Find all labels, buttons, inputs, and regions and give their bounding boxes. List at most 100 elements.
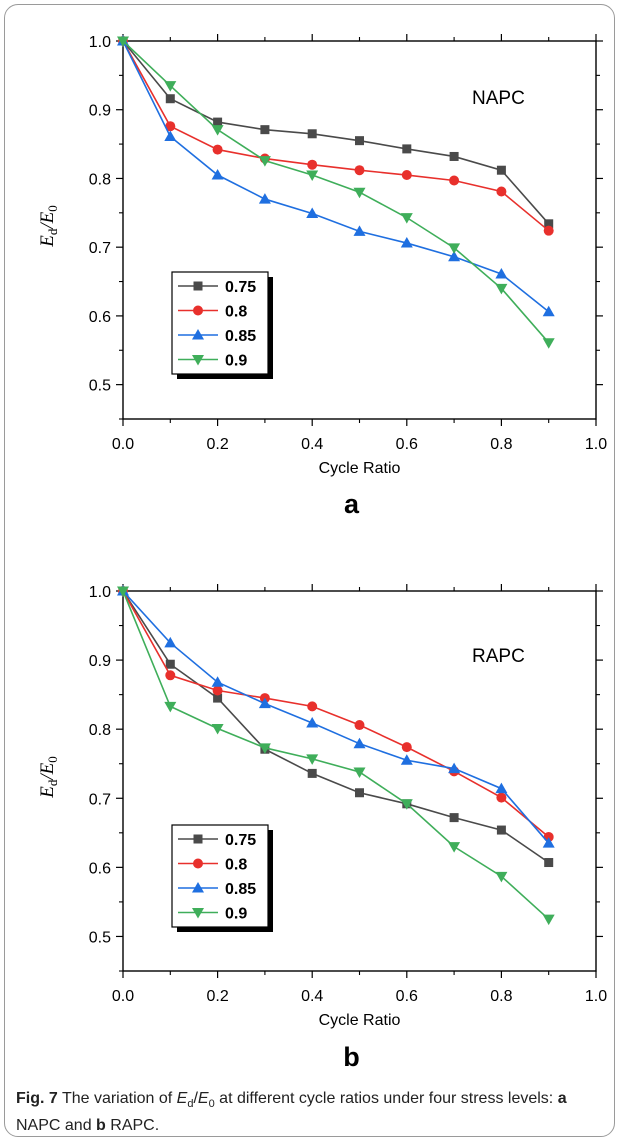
y-tick-label: 0.9	[89, 653, 111, 670]
legend-label: 0.85	[225, 328, 256, 345]
data-point-0.9	[211, 723, 224, 735]
data-point-0.85	[211, 169, 224, 180]
data-point-0.8	[354, 720, 365, 731]
series-line-0.9	[122, 40, 550, 344]
x-axis-label: Cycle Ratio	[319, 460, 401, 477]
data-point-0.9	[306, 170, 319, 182]
data-point-0.9	[211, 125, 224, 136]
y-axis-label-part: 0	[45, 756, 60, 763]
caption-part-b: b	[96, 1117, 106, 1135]
y-axis-label: Ed/E0	[37, 756, 60, 799]
legend-marker	[193, 281, 203, 291]
data-point-0.9	[353, 767, 366, 779]
x-tick-label: 0.8	[490, 988, 512, 1005]
y-axis-label-part: E	[37, 786, 58, 799]
data-point-0.85	[306, 207, 319, 219]
x-tick-label: 0.6	[396, 988, 418, 1005]
legend-marker	[193, 834, 203, 844]
data-point-0.85	[353, 737, 366, 749]
data-point-0.75	[402, 144, 412, 154]
caption-text-2: at different cycle ratios under four str…	[214, 1090, 558, 1107]
panel-letter: a	[344, 489, 360, 519]
data-point-0.9	[400, 213, 413, 224]
caption-text-4: RAPC.	[105, 1117, 160, 1135]
data-point-0.75	[544, 219, 554, 229]
x-tick-label: 0.0	[112, 988, 134, 1005]
y-axis-label-part: 0	[45, 205, 60, 212]
series-line-0.75	[122, 40, 550, 225]
y-tick-label: 0.6	[89, 309, 111, 326]
y-axis-label-part: /	[37, 222, 58, 230]
legend-label: 0.75	[225, 279, 256, 296]
caption-ed-main: E	[176, 1090, 188, 1107]
legend-marker	[192, 329, 204, 340]
data-point-0.75	[165, 659, 175, 669]
data-point-0.8	[165, 121, 176, 132]
data-point-0.85	[400, 754, 413, 765]
y-tick-label: 1.0	[89, 584, 111, 601]
y-axis-label-part: E	[37, 211, 58, 224]
data-point-0.85	[542, 305, 555, 317]
y-axis-label-part: E	[37, 235, 58, 248]
legend-marker	[193, 305, 203, 316]
caption-text-3: NAPC and	[16, 1117, 97, 1135]
y-tick-label: 0.6	[89, 860, 111, 877]
y-tick-label: 0.5	[89, 929, 111, 946]
data-point-0.9	[258, 156, 271, 167]
x-tick-label: 0.8	[490, 436, 512, 453]
data-point-0.75	[449, 813, 459, 823]
data-point-0.85	[258, 697, 271, 709]
data-point-0.9	[117, 586, 129, 597]
y-tick-label: 1.0	[89, 34, 111, 51]
data-point-0.8	[212, 144, 223, 155]
y-tick-label: 0.7	[89, 240, 111, 257]
legend-marker	[193, 858, 203, 869]
data-point-0.9	[448, 842, 461, 853]
y-tick-label: 0.5	[89, 378, 111, 395]
data-point-0.85	[542, 837, 555, 848]
data-point-0.75	[355, 136, 364, 146]
x-tick-label: 1.0	[585, 436, 607, 453]
data-point-0.8	[401, 742, 412, 753]
data-point-0.85	[448, 762, 461, 774]
data-point-0.9	[164, 701, 177, 713]
legend-label: 0.9	[225, 353, 247, 370]
data-point-0.8	[401, 170, 412, 181]
y-tick-label: 0.8	[89, 722, 111, 739]
y-axis-label-part: d	[45, 779, 60, 786]
legend-marker	[192, 882, 204, 893]
y-tick-label: 0.9	[89, 103, 111, 120]
data-point-0.75	[165, 94, 175, 104]
y-axis-label: Ed/E0	[37, 205, 60, 248]
caption-text-1: The variation of	[57, 1090, 177, 1107]
data-point-0.9	[495, 283, 508, 295]
y-tick-label: 0.8	[89, 171, 111, 188]
data-point-0.8	[543, 225, 554, 236]
legend-box	[171, 824, 269, 928]
chart-panel-b: 0.0 0.2 0.4 0.6 0.8 1.0 0.5 0.6 0.7 0.8 0.9 1.0 Cycl…	[37, 584, 607, 1072]
chart-panel-a: 0.0 0.2 0.4 0.6 0.8 1.0 0.5 0.6 0.7 0.8 0.9 1.0 Cycl…	[37, 34, 607, 519]
data-point-0.75	[355, 788, 364, 798]
series-line-0.9	[122, 590, 550, 920]
data-point-0.8	[354, 165, 365, 176]
legend-marker	[192, 908, 204, 919]
panel-annotation: NAPC	[472, 88, 525, 109]
data-point-0.9	[164, 81, 177, 92]
data-point-0.75	[213, 693, 223, 703]
x-tick-label: 0.2	[206, 436, 228, 453]
data-point-0.9	[353, 187, 366, 199]
data-point-0.75	[544, 858, 554, 868]
data-point-0.85	[211, 676, 224, 687]
data-point-0.75	[307, 129, 317, 139]
x-tick-label: 0.4	[301, 988, 323, 1005]
series-line-0.85	[122, 40, 550, 313]
data-point-0.75	[496, 825, 506, 835]
data-point-0.9	[542, 338, 555, 349]
data-point-0.85	[495, 782, 508, 794]
panel-annotation: RAPC	[472, 646, 525, 667]
series-line-0.8	[122, 590, 550, 838]
data-point-0.9	[542, 914, 555, 926]
data-point-0.75	[260, 125, 270, 135]
data-point-0.9	[495, 871, 508, 883]
y-tick-label: 0.7	[89, 791, 111, 808]
